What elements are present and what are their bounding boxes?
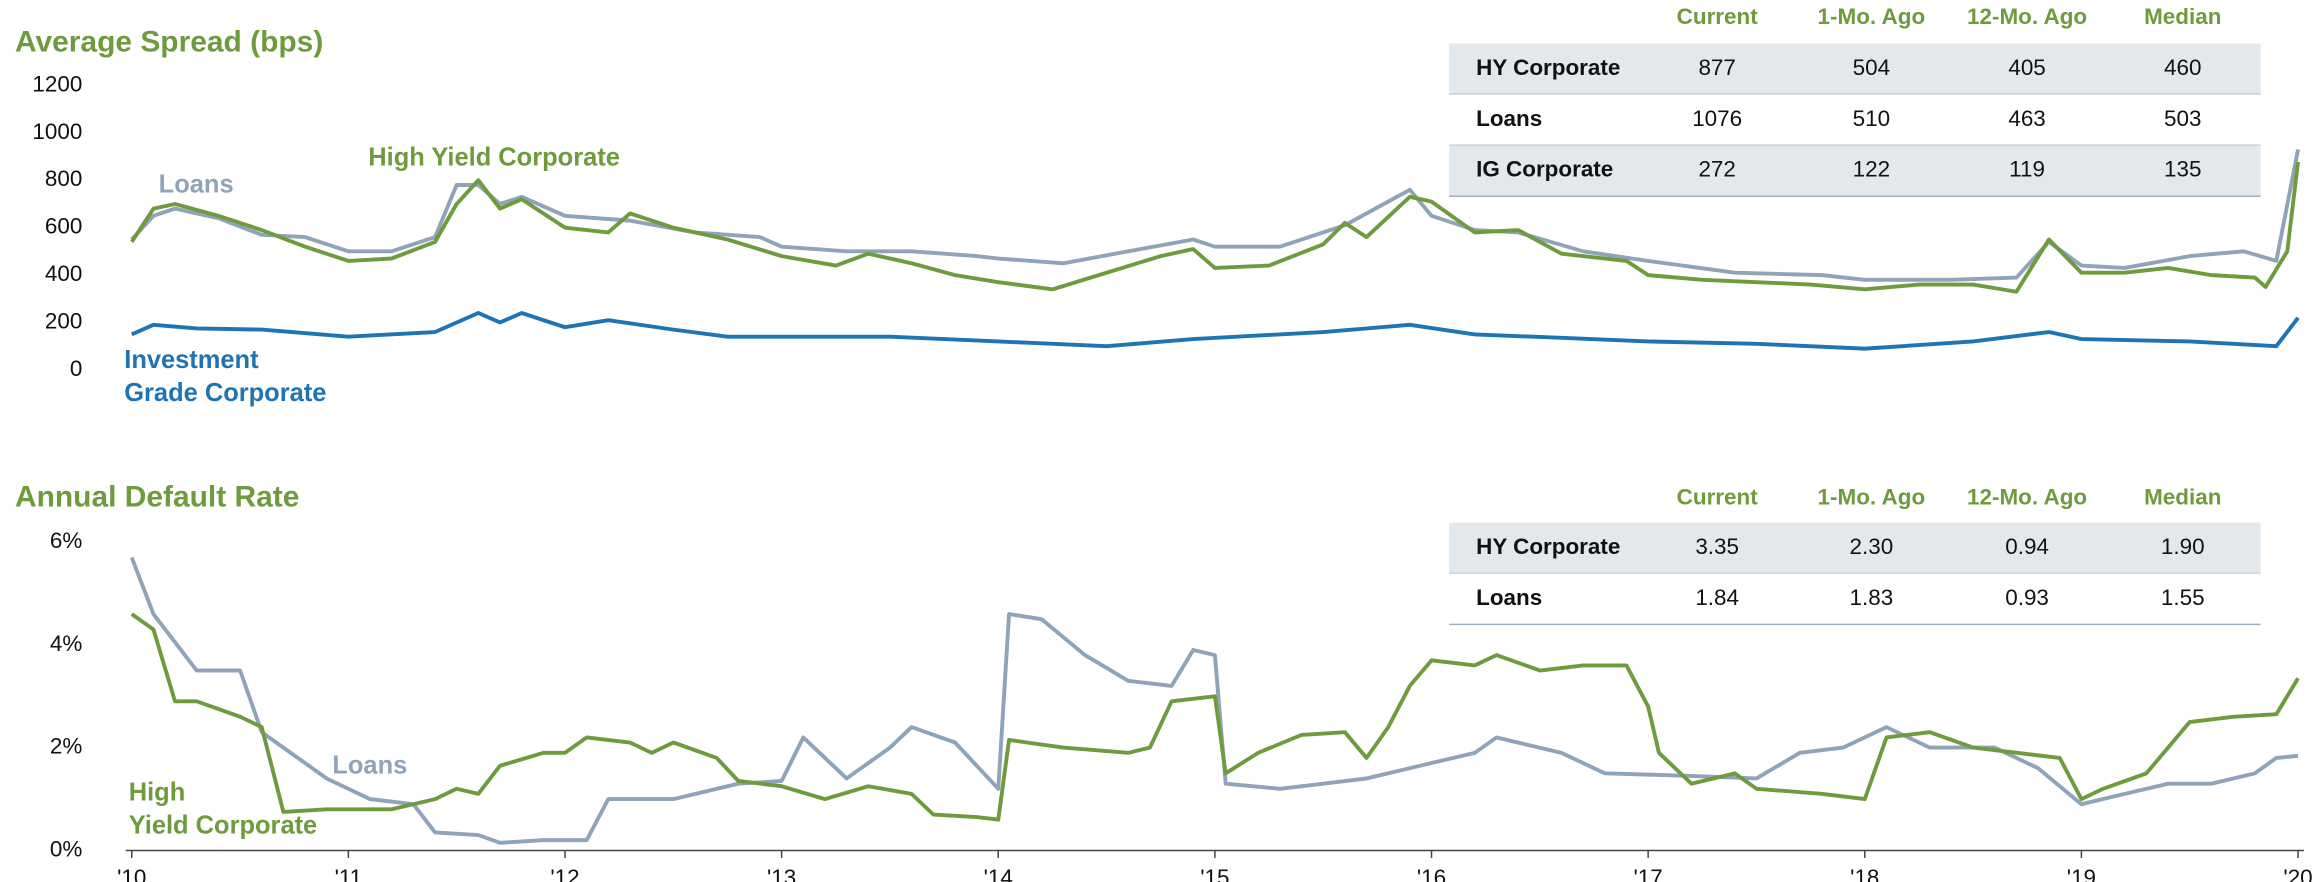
table-cell: 122	[1853, 157, 1890, 182]
y-tick-label: 1200	[32, 71, 82, 96]
table-cell: 2.30	[1850, 534, 1894, 559]
x-tick-label: '10	[117, 865, 146, 882]
y-tick-label: 1000	[32, 119, 82, 144]
table-cell: 1.83	[1850, 585, 1894, 610]
table-cell: 1076	[1692, 106, 1742, 131]
table-cell: 463	[2008, 106, 2045, 131]
x-tick-label: '20	[2283, 865, 2312, 882]
chart-title: Annual Default Rate	[15, 481, 299, 514]
table-cell: 0.94	[2005, 534, 2049, 559]
x-tick-label: '19	[2067, 865, 2096, 882]
table-cell: 119	[2009, 157, 2045, 182]
table-cell: 0.93	[2005, 585, 2049, 610]
y-tick-label: 800	[45, 166, 82, 191]
series-label-line: Yield Corporate	[129, 811, 317, 839]
table-row	[1449, 145, 2261, 197]
y-tick-label: 6%	[50, 528, 82, 553]
table-cell: 3.35	[1695, 534, 1739, 559]
table-header: Median	[2144, 485, 2221, 510]
table-header: Current	[1677, 485, 1759, 510]
table-row	[1449, 43, 2261, 95]
y-tick-label: 0	[70, 356, 82, 381]
table-header: 12-Mo. Ago	[1967, 4, 2087, 29]
table-header: Median	[2144, 4, 2221, 29]
series-line	[130, 149, 2300, 282]
series-label-line: High	[129, 778, 186, 806]
table-cell: 510	[1853, 106, 1890, 131]
row-label: HY Corporate	[1476, 55, 1620, 80]
table-row	[1449, 94, 2261, 146]
series-label-line: Grade Corporate	[124, 379, 326, 407]
series-line	[130, 311, 2300, 351]
x-tick-label: '16	[1417, 865, 1446, 882]
row-label: Loans	[1476, 106, 1542, 131]
table-row	[1449, 522, 2261, 574]
series-label: High Yield Corporate	[129, 778, 317, 839]
y-tick-label: 600	[45, 214, 82, 239]
table-row	[1449, 573, 2261, 625]
table-cell: 405	[2008, 55, 2045, 80]
series-label: Investment Grade Corporate	[124, 346, 326, 407]
series-line	[129, 556, 2299, 845]
y-tick-label: 400	[45, 261, 82, 286]
x-tick-label: '17	[1634, 865, 1663, 882]
table-cell: 877	[1698, 55, 1735, 80]
y-tick-label: 2%	[50, 734, 82, 759]
table-header: Current	[1677, 4, 1759, 29]
table-header: 1-Mo. Ago	[1818, 4, 1926, 29]
x-tick-label: '14	[984, 865, 1013, 882]
x-tick-label: '15	[1200, 865, 1229, 882]
series-label: Loans	[159, 170, 234, 198]
table-cell: 460	[2164, 55, 2201, 80]
series-label: High Yield Corporate	[368, 144, 620, 172]
table-cell: 1.55	[2161, 585, 2205, 610]
x-tick-label: '11	[335, 865, 363, 882]
series-label: Loans	[332, 751, 407, 779]
series-label-line: Investment	[124, 346, 259, 374]
x-tick-label: '12	[550, 865, 579, 882]
table-header: 12-Mo. Ago	[1967, 485, 2087, 510]
series-line	[130, 161, 2300, 294]
x-tick-label: '18	[1850, 865, 1879, 882]
table-header: 1-Mo. Ago	[1818, 485, 1926, 510]
table-cell: 135	[2164, 157, 2201, 182]
series-line	[130, 612, 2300, 822]
y-tick-label: 4%	[50, 631, 82, 656]
table-cell: 1.84	[1695, 585, 1739, 610]
table-cell: 272	[1698, 157, 1735, 182]
table-cell: 504	[1853, 55, 1890, 80]
row-label: Loans	[1476, 585, 1542, 610]
y-tick-label: 0%	[50, 836, 82, 861]
y-tick-label: 200	[45, 308, 82, 333]
chart-title: Average Spread (bps)	[15, 25, 323, 58]
table-cell: 1.90	[2161, 534, 2205, 559]
row-label: HY Corporate	[1476, 534, 1620, 559]
row-label: IG Corporate	[1476, 157, 1613, 182]
x-tick-label: '13	[767, 865, 796, 882]
table-cell: 503	[2164, 106, 2201, 131]
